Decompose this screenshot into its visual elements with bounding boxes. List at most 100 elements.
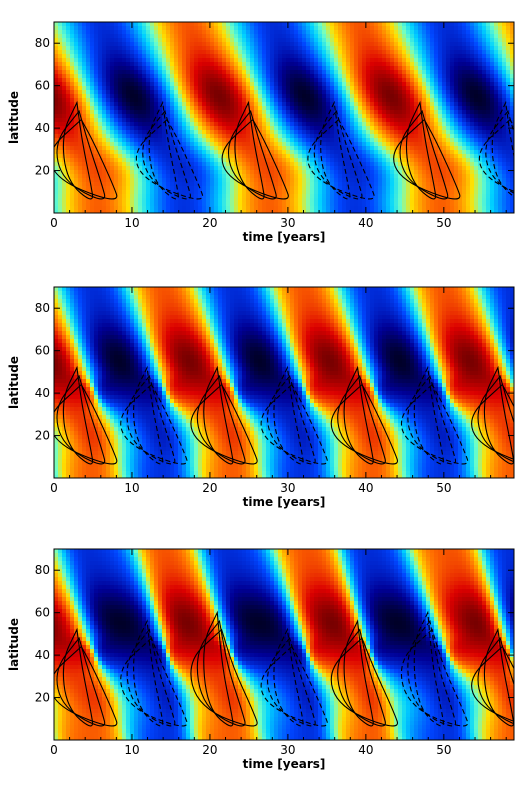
contour-positive <box>393 118 461 200</box>
heatmap-field <box>54 287 514 478</box>
contour-positive <box>399 109 449 200</box>
contour-positive <box>196 374 246 465</box>
contour-negative <box>260 645 328 727</box>
contour-positive <box>337 374 386 465</box>
panel-3: 0 10 20 30 40 50 20 40 60 80 time [years] latitude <box>7 548 515 771</box>
y-tick-label: 80 <box>35 563 50 577</box>
contour-positive <box>203 365 234 465</box>
plot-frame <box>53 21 515 214</box>
x-tick-label: 30 <box>280 216 295 230</box>
contour-positive <box>203 610 234 727</box>
x-tick-label: 40 <box>358 743 373 757</box>
plot-frame <box>53 548 515 741</box>
contour-negative <box>407 619 457 727</box>
contour-positive <box>56 636 106 727</box>
contour-positive <box>471 383 514 460</box>
heatmap-field <box>54 549 514 740</box>
contour-negative <box>126 628 176 727</box>
y-axis-title: latitude <box>7 91 21 144</box>
contour-negative <box>320 100 351 200</box>
x-axis-title: time [years] <box>243 230 326 244</box>
contour-positive <box>227 109 277 200</box>
x-tick-label: 50 <box>436 216 451 230</box>
plot-frame <box>53 286 515 479</box>
y-tick-label: 60 <box>35 606 50 620</box>
heatmap-field <box>0 22 514 213</box>
x-tick-label: 50 <box>436 481 451 495</box>
y-tick-label: 80 <box>35 301 50 315</box>
contour-positive <box>405 100 437 200</box>
contour-negative <box>407 374 457 465</box>
x-tick-label: 10 <box>124 743 139 757</box>
contour-positive <box>477 636 514 725</box>
contour-positive <box>190 383 258 465</box>
panel-1: 0 10 20 30 40 50 20 40 60 80 time [years] latitude <box>0 21 515 244</box>
x-tick-label: 0 <box>50 743 58 757</box>
contour-positive <box>54 645 118 727</box>
contour-negative <box>142 109 191 200</box>
contour-negative <box>126 374 176 465</box>
contour-negative <box>413 365 444 465</box>
x-tick-label: 30 <box>280 743 295 757</box>
contour-negative <box>133 365 164 465</box>
contour-positive <box>62 100 94 200</box>
contour-positive <box>62 365 94 465</box>
y-tick-label: 60 <box>35 79 50 93</box>
x-tick-label: 20 <box>202 216 217 230</box>
contour-positive <box>196 619 246 727</box>
y-tick-label: 40 <box>35 121 50 135</box>
contour-negative <box>0 103 7 199</box>
contour-negative <box>135 118 204 200</box>
x-tick-label: 20 <box>202 481 217 495</box>
x-tick-label: 10 <box>124 481 139 495</box>
contour-positive <box>234 100 265 200</box>
y-tick-label: 20 <box>35 164 50 178</box>
contour-positive <box>56 374 106 465</box>
contour-positive <box>54 118 118 200</box>
contour-positive <box>62 627 94 727</box>
contour-positive <box>221 118 289 200</box>
y-tick-label: 40 <box>35 648 50 662</box>
x-tick-label: 30 <box>280 481 295 495</box>
y-tick-label: 20 <box>35 429 50 443</box>
contour-negative <box>273 627 304 727</box>
x-tick-label: 0 <box>50 481 58 495</box>
contour-negative <box>266 636 316 727</box>
contour-positive <box>330 383 399 465</box>
contour-negative <box>266 374 316 465</box>
contour-negative <box>307 118 375 200</box>
contour-negative <box>400 628 469 727</box>
contour-negative <box>400 383 469 465</box>
contour-negative <box>413 610 444 727</box>
contour-positive <box>337 628 386 727</box>
contour-positive <box>471 645 514 722</box>
panel-2: 0 10 20 30 40 50 20 40 60 80 time [years] latitude <box>7 286 515 509</box>
x-tick-label: 50 <box>436 743 451 757</box>
y-tick-label: 80 <box>35 36 50 50</box>
y-axis-title: latitude <box>7 356 21 409</box>
contour-positive <box>190 628 258 727</box>
y-tick-label: 20 <box>35 691 50 705</box>
x-axis-title: time [years] <box>243 757 326 771</box>
x-tick-label: 40 <box>358 481 373 495</box>
x-tick-label: 40 <box>358 216 373 230</box>
y-axis-title: latitude <box>7 618 21 671</box>
contour-positive <box>477 374 514 463</box>
contour-negative <box>133 619 164 727</box>
contour-positive <box>54 383 118 465</box>
x-tick-label: 10 <box>124 216 139 230</box>
contour-negative <box>120 637 188 727</box>
contour-negative <box>120 383 188 465</box>
contour-negative <box>260 383 328 465</box>
y-tick-label: 40 <box>35 386 50 400</box>
x-tick-label: 20 <box>202 743 217 757</box>
contour-positive <box>343 619 374 727</box>
contour-negative <box>273 365 304 465</box>
contour-negative <box>313 109 363 200</box>
contour-positive <box>330 637 399 727</box>
contour-positive <box>343 365 374 465</box>
x-tick-label: 0 <box>50 216 58 230</box>
contour-positive <box>483 365 514 465</box>
contour-positive <box>56 109 106 200</box>
